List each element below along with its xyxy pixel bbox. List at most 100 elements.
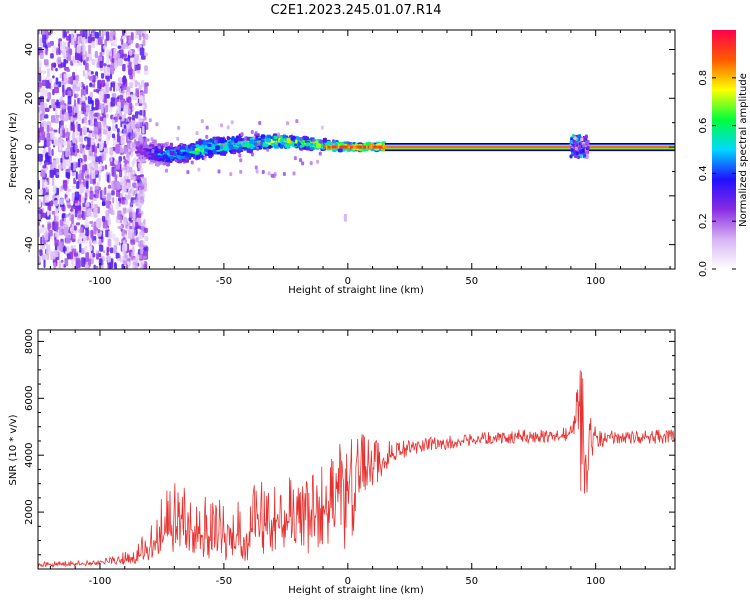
x-tick-label: -50 xyxy=(216,576,232,587)
heatmap-cell xyxy=(155,145,158,151)
heatmap-cell xyxy=(73,244,76,248)
heatmap-cell xyxy=(87,95,93,105)
heatmap-cell xyxy=(98,133,102,138)
heatmap-cell xyxy=(50,115,56,123)
heatmap-cell xyxy=(122,75,126,86)
heatmap-cell xyxy=(123,128,128,137)
heatmap-cell xyxy=(140,158,145,162)
heatmap-cell xyxy=(358,145,362,149)
heatmap-cell xyxy=(67,95,72,105)
heatmap-cell xyxy=(103,45,107,50)
heatmap-cell xyxy=(239,146,243,151)
heatmap-cell xyxy=(192,154,196,157)
heatmap-cell xyxy=(144,154,148,158)
heatmap-cell xyxy=(38,189,43,196)
heatmap-cell xyxy=(40,87,45,96)
heatmap-cell xyxy=(209,138,213,143)
snr-y-label: SNR (10 * v/v) xyxy=(8,414,19,485)
heatmap-cell xyxy=(38,256,41,264)
heatmap-cell xyxy=(140,189,143,195)
heatmap-cell xyxy=(142,255,147,260)
heatmap-cell xyxy=(110,209,115,216)
heatmap-cell xyxy=(39,161,42,166)
heatmap-cell xyxy=(361,145,365,149)
heatmap-cell xyxy=(128,61,132,70)
heatmap-cell xyxy=(94,145,98,153)
heatmap-cell xyxy=(68,33,72,44)
heatmap-cell xyxy=(54,208,59,217)
heatmap-cell xyxy=(61,206,64,211)
heatmap-cell xyxy=(62,125,65,131)
heatmap-cell xyxy=(62,88,65,98)
heatmap-cell xyxy=(121,115,125,122)
heatmap-cell xyxy=(81,118,84,124)
snr-y-ticks: 2000 4000 6000 8000 xyxy=(24,329,675,556)
heatmap-cell xyxy=(86,127,90,133)
heatmap-cell xyxy=(117,225,123,229)
heatmap-cell xyxy=(89,92,94,98)
heatmap-cell xyxy=(585,153,589,157)
heatmap-cell xyxy=(378,145,381,149)
heatmap-cell xyxy=(304,140,311,144)
heatmap-cell xyxy=(195,155,201,160)
heatmap-cell xyxy=(326,145,329,149)
heatmap-cell xyxy=(67,188,72,192)
heatmap-cell xyxy=(176,136,180,141)
heatmap-cell xyxy=(207,143,212,148)
y-tick-label: 8000 xyxy=(24,329,35,354)
heatmap-cell xyxy=(84,264,89,269)
heatmap-cell xyxy=(123,180,127,187)
heatmap-cell xyxy=(239,169,243,174)
heatmap-cell xyxy=(154,155,160,161)
heatmap-cell xyxy=(75,222,81,226)
heatmap-cell xyxy=(78,240,83,245)
heatmap-cell xyxy=(101,201,106,207)
carrier-band-stripe xyxy=(385,149,675,152)
heatmap-cell xyxy=(127,260,130,266)
heatmap-cell xyxy=(129,82,134,89)
heatmap-cell xyxy=(76,180,80,189)
heatmap-cell xyxy=(80,248,85,254)
heatmap-cell xyxy=(43,137,47,148)
heatmap-cell xyxy=(117,210,122,220)
heatmap-cell xyxy=(78,36,82,44)
heatmap-cell xyxy=(61,259,64,263)
heatmap-cell xyxy=(74,144,78,151)
heatmap-cell xyxy=(70,162,74,171)
heatmap-cell xyxy=(126,148,131,154)
heatmap-cell xyxy=(130,202,134,206)
heatmap-cell xyxy=(143,85,148,94)
heatmap-cell xyxy=(111,133,116,139)
heatmap-cell xyxy=(66,30,70,34)
heatmap-cell xyxy=(131,244,135,248)
heatmap-cell xyxy=(52,45,57,54)
heatmap-cell xyxy=(234,139,239,143)
heatmap-cell xyxy=(144,141,147,146)
heatmap-cell xyxy=(79,30,84,37)
heatmap-cell xyxy=(229,172,233,177)
heatmap-cell xyxy=(144,235,149,242)
heatmap-cell xyxy=(101,79,106,88)
heatmap-cell xyxy=(131,221,136,230)
heatmap-cell xyxy=(95,88,100,93)
heatmap-cell xyxy=(73,225,77,231)
heatmap-cell xyxy=(92,252,96,258)
heatmap-cell xyxy=(45,201,50,206)
heatmap-cell xyxy=(379,145,383,149)
heatmap-cell xyxy=(150,137,154,142)
heatmap-cell xyxy=(97,229,101,234)
heatmap-cell xyxy=(324,145,328,149)
heatmap-cell xyxy=(114,167,117,178)
heatmap-cell xyxy=(44,179,47,184)
heatmap-cell xyxy=(129,102,133,110)
heatmap-cell xyxy=(574,154,578,158)
x-tick-label: 0 xyxy=(345,576,351,587)
heatmap-cell xyxy=(148,156,153,160)
heatmap-cell xyxy=(372,145,375,149)
heatmap-cell xyxy=(76,44,81,54)
heatmap-cell xyxy=(81,172,84,181)
heatmap-cell xyxy=(130,170,133,177)
heatmap-cell xyxy=(116,101,121,112)
heatmap-cell xyxy=(133,261,136,266)
heatmap-cell xyxy=(40,244,45,250)
